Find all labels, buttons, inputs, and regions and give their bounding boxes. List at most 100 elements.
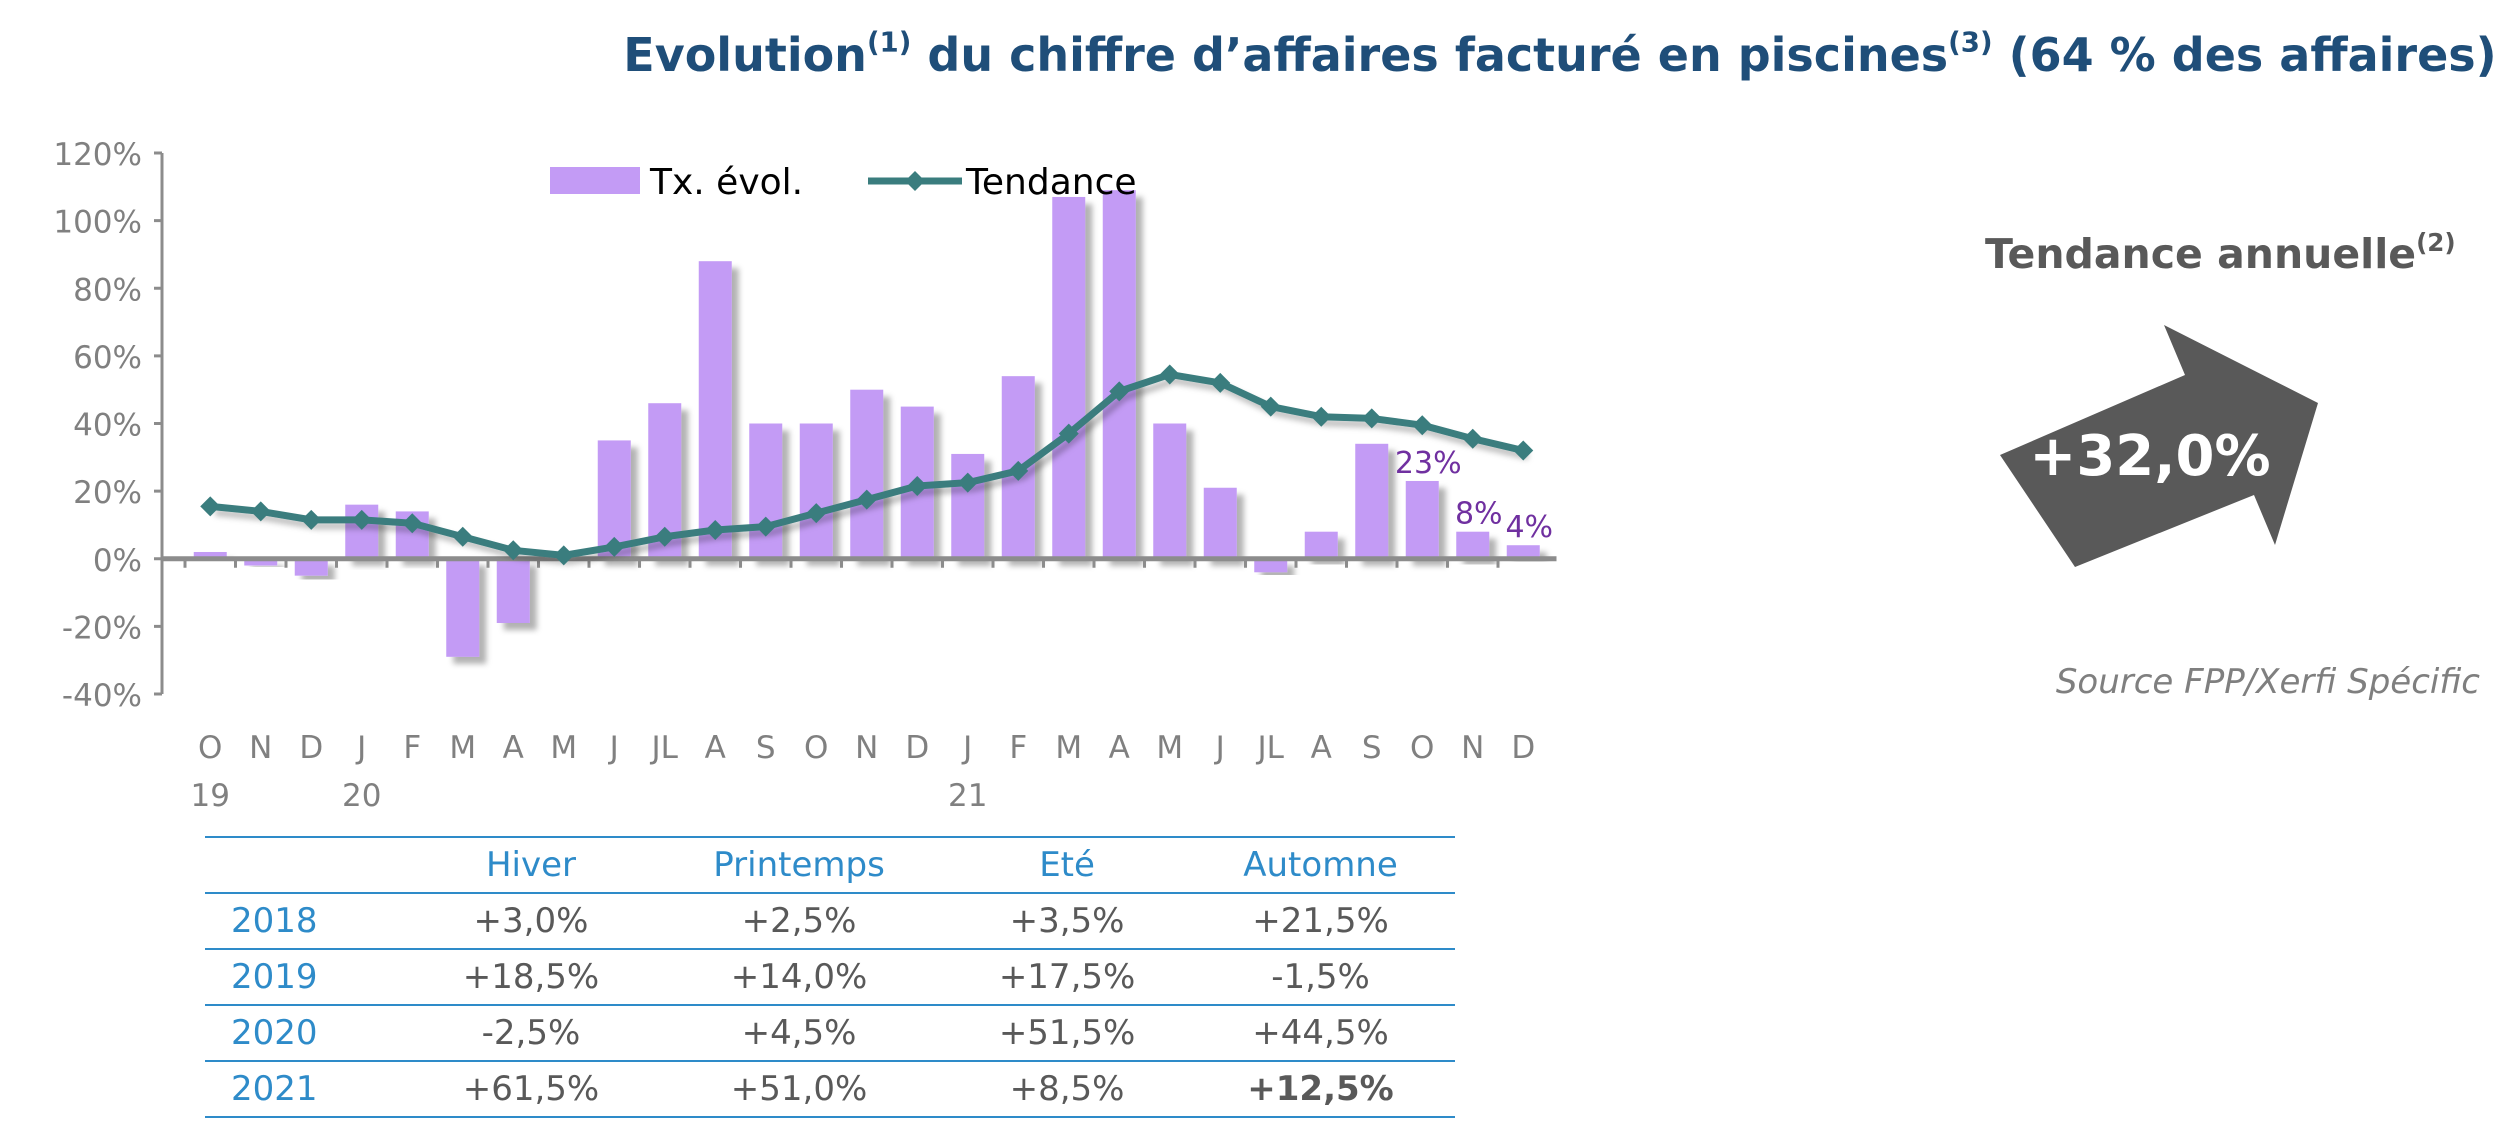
trend-point <box>1058 423 1079 444</box>
bar <box>446 558 480 657</box>
bar <box>850 389 884 559</box>
trend-title-text: Tendance annuelle <box>1985 230 2417 278</box>
x-year-label: 19 <box>191 778 230 814</box>
trend-point <box>1513 440 1534 461</box>
x-year-label: 20 <box>342 778 381 814</box>
cell-ete: +8,5% <box>948 1061 1187 1118</box>
x-tick-label: J <box>355 730 366 766</box>
trend-point <box>1210 372 1231 393</box>
trend-point <box>1109 381 1130 402</box>
cell-automne: +21,5% <box>1186 893 1455 950</box>
x-tick-label: M <box>449 730 476 766</box>
x-tick-label: N <box>855 730 878 766</box>
trend-point <box>200 496 221 517</box>
legend-label-tendance: Tendance <box>965 162 1137 203</box>
cell-ete: +3,5% <box>948 893 1187 950</box>
y-tick-label: 120% <box>53 137 142 173</box>
legend-swatch-tx-evol <box>550 167 640 194</box>
bar <box>294 558 328 576</box>
title-part-1: Evolution <box>623 28 867 82</box>
bar <box>1304 531 1338 559</box>
x-tick-label: S <box>1362 730 1382 766</box>
cell-automne: +12,5% <box>1186 1061 1455 1118</box>
x-tick-label: J <box>608 730 619 766</box>
x-tick-label: D <box>299 730 323 766</box>
row-year: 2021 <box>205 1061 412 1118</box>
bar <box>244 558 278 566</box>
cell-ete: +17,5% <box>948 949 1187 1006</box>
trend-point <box>301 509 322 530</box>
cell-hiver: +3,0% <box>412 893 650 950</box>
trend-point <box>553 545 574 566</box>
trend-point <box>604 536 625 557</box>
x-tick-label: F <box>1009 730 1027 766</box>
cell-printemps: +51,0% <box>649 1061 949 1118</box>
x-tick-label: M <box>1156 730 1183 766</box>
y-tick-label: 80% <box>73 272 142 308</box>
trend-point <box>1462 428 1483 449</box>
bar <box>1052 196 1086 559</box>
title-footnote-3: (3) <box>1948 25 1993 59</box>
trend-point <box>705 520 726 541</box>
trend-value: +32,0% <box>2029 424 2270 489</box>
x-ticks: O N D J F M A M J JL A S O N D J F M A M J JL A S O N D19 20 21 <box>183 558 1535 814</box>
trend-point <box>806 503 827 524</box>
trend-footnote: (2) <box>2416 227 2456 257</box>
x-tick-label: N <box>1461 730 1484 766</box>
legend-label-tx-evol: Tx. évol. <box>649 162 803 203</box>
trend-point <box>1412 415 1433 436</box>
trend-point <box>452 526 473 547</box>
trend-point <box>503 540 524 561</box>
seasonal-table: Hiver Printemps Eté Automne 2018 +3,0% +… <box>205 836 1455 1118</box>
x-tick-label: A <box>1311 730 1332 766</box>
table-row: 2018 +3,0% +2,5% +3,5% +21,5% <box>205 893 1455 950</box>
row-year: 2019 <box>205 949 412 1006</box>
bar <box>1153 423 1187 559</box>
trend-arrow-icon: +32,0% <box>2000 325 2318 567</box>
trend-arrow-shape <box>2000 325 2318 567</box>
x-tick-label: S <box>756 730 776 766</box>
y-tick-label: -20% <box>62 610 142 646</box>
x-tick-label: D <box>905 730 929 766</box>
row-year: 2020 <box>205 1005 412 1062</box>
y-tick-label: 40% <box>73 408 142 444</box>
x-tick-label: J <box>961 730 972 766</box>
x-tick-label: A <box>705 730 726 766</box>
bar <box>1456 531 1490 559</box>
trend-point <box>957 472 978 493</box>
trend-point <box>907 476 928 497</box>
page-title: Evolution(1) du chiffre d’affaires factu… <box>0 28 2520 82</box>
bar <box>1405 480 1439 559</box>
x-tick-label: JL <box>1256 730 1285 766</box>
row-year: 2018 <box>205 893 412 950</box>
y-tick-label: -40% <box>62 678 142 714</box>
legend-marker-tendance <box>905 171 925 191</box>
y-ticks: 120% 100% 80% 60% 40% 20% 0% -20% -40% <box>53 137 162 714</box>
bar-data-label: 23% <box>1395 446 1462 481</box>
bar <box>1355 443 1389 559</box>
x-tick-label: A <box>503 730 524 766</box>
x-tick-label: O <box>198 730 222 766</box>
trend-point <box>1361 408 1382 429</box>
trend-point <box>1311 406 1332 427</box>
cell-automne: -1,5% <box>1186 949 1455 1006</box>
cell-printemps: +4,5% <box>649 1005 949 1062</box>
trend-point <box>1008 460 1029 481</box>
cell-hiver: +61,5% <box>412 1061 650 1118</box>
bar <box>749 423 783 559</box>
trend-point <box>1260 396 1281 417</box>
table-row: 2019 +18,5% +14,0% +17,5% -1,5% <box>205 949 1455 1006</box>
cell-printemps: +14,0% <box>649 949 949 1006</box>
x-tick-label: D <box>1511 730 1535 766</box>
bar <box>496 558 530 623</box>
table-header-printemps: Printemps <box>649 836 949 894</box>
trend-point <box>755 516 776 537</box>
bar-series-tx-evol <box>193 190 1540 657</box>
trend-point <box>856 489 877 510</box>
trend-point <box>402 513 423 534</box>
x-tick-label: M <box>550 730 577 766</box>
bar <box>1254 558 1288 573</box>
bar <box>1506 545 1540 559</box>
title-part-3: (64 % des affaires) <box>1992 28 2497 82</box>
